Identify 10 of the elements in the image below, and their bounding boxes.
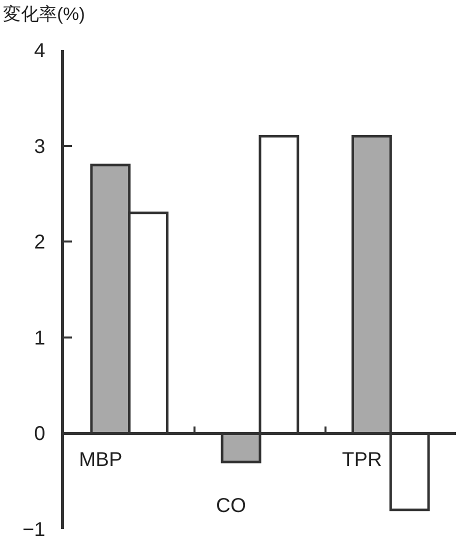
- x-tick-label: CO: [216, 495, 246, 517]
- y-tick-label: 4: [34, 40, 46, 62]
- x-tick-label: TPR: [342, 449, 382, 471]
- y-tick-label: 2: [34, 232, 46, 254]
- y-tick-label: 3: [34, 136, 46, 158]
- x-tick-label: MBP: [79, 449, 122, 471]
- y-tick-label: −1: [22, 519, 46, 541]
- y-tick-label: 0: [34, 423, 46, 446]
- y-tick-label: 1: [34, 327, 46, 350]
- y-axis-title: 変化率(%): [3, 4, 85, 24]
